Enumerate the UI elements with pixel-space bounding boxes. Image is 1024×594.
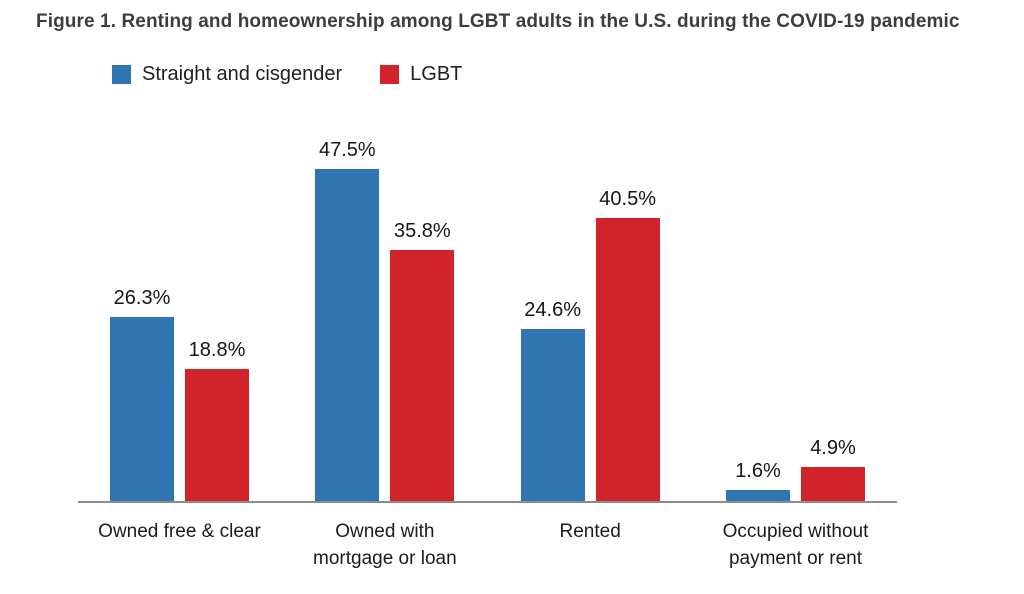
value-label: 1.6% (735, 459, 781, 482)
value-label: 47.5% (318, 138, 376, 161)
bar-straight-cisgender (315, 168, 380, 501)
legend-swatch-icon (112, 65, 131, 84)
category-label: Occupied without payment or rent (722, 521, 869, 569)
value-label: 18.8% (188, 339, 246, 362)
category-label: Rented (559, 521, 621, 542)
category-cell: Owned with mortgage or loan (313, 518, 457, 572)
bar-straight-cisgender (520, 328, 585, 501)
bar-group: 26.3% 18.8% (110, 287, 249, 501)
value-label: 26.3% (113, 286, 171, 309)
figure-title: Figure 1. Renting and homeownership amon… (36, 11, 960, 32)
legend-item-lgbt: LGBT (380, 63, 462, 86)
legend-label: Straight and cisgender (142, 63, 343, 85)
chart-area: 26.3% 18.8% 47.5% 35.8% 24.6% 40.5% 1.6% 4.9% (78, 95, 897, 503)
value-label: 24.6% (524, 298, 582, 321)
bar-column: 47.5% (315, 138, 380, 501)
bar-column: 4.9% (800, 436, 865, 501)
bar-lgbt (800, 466, 865, 501)
bar-column: 1.6% (725, 459, 790, 501)
bar-group: 47.5% 35.8% (315, 138, 455, 501)
value-label: 40.5% (599, 187, 657, 210)
value-label: 35.8% (393, 220, 451, 243)
bar-group: 24.6% 40.5% (520, 187, 660, 501)
legend-item-straight-cisgender: Straight and cisgender (112, 63, 342, 86)
category-label: Owned free & clear (98, 521, 261, 542)
value-label: 4.9% (810, 436, 856, 459)
legend: Straight and cisgender LGBT (112, 63, 462, 86)
bar-group: 1.6% 4.9% (725, 436, 865, 501)
category-axis: Owned free & clear Owned with mortgage or… (78, 518, 897, 572)
bar-lgbt (390, 250, 455, 501)
bar-column: 35.8% (390, 220, 455, 501)
bar-column: 24.6% (520, 298, 585, 501)
bar-column: 40.5% (595, 187, 660, 501)
legend-label: LGBT (410, 63, 463, 85)
bar-column: 26.3% (110, 287, 174, 501)
category-cell: Occupied without payment or rent (723, 518, 869, 572)
category-cell: Rented (521, 518, 660, 572)
category-cell: Owned free & clear (98, 518, 261, 572)
bar-lgbt (595, 217, 660, 501)
legend-swatch-icon (380, 65, 400, 84)
bar-straight-cisgender (110, 316, 174, 501)
category-label: Owned with mortgage or loan (313, 521, 457, 569)
bar-straight-cisgender (725, 489, 790, 501)
bar-lgbt (185, 369, 249, 501)
bar-column: 18.8% (185, 339, 249, 501)
bars-row: 26.3% 18.8% 47.5% 35.8% 24.6% 40.5% 1.6% 4.9% (78, 95, 897, 501)
